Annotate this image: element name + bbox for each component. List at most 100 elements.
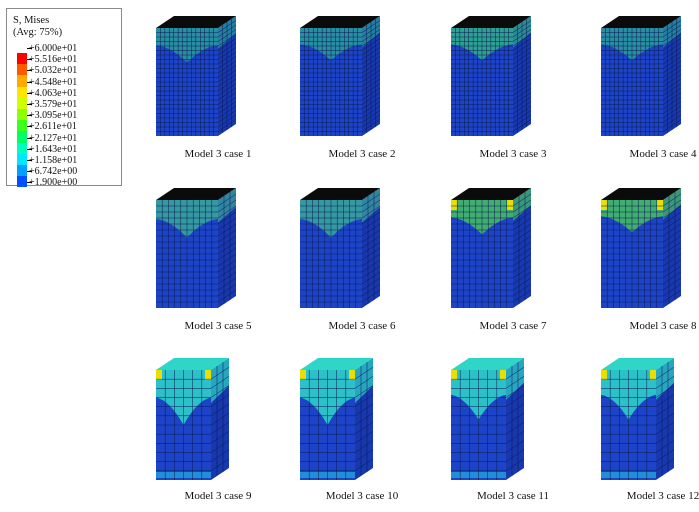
top-face <box>451 188 531 200</box>
legend-swatch <box>17 97 27 109</box>
stress-band-side <box>211 358 229 403</box>
mesh-grid <box>601 362 675 480</box>
mesh-grid <box>601 19 682 136</box>
fe-model-render <box>156 358 230 480</box>
legend-tick <box>27 115 32 117</box>
model-panel: Model 3 case 4 <box>593 8 699 168</box>
hot-corner <box>451 370 457 380</box>
mesh-grid <box>451 192 532 308</box>
legend-title: S, Mises <box>13 15 50 26</box>
stress-band-side <box>656 358 674 400</box>
panel-caption: Model 3 case 8 <box>629 320 697 332</box>
mesh-grid <box>300 19 381 136</box>
legend-level: +4.063e+01 <box>17 88 115 109</box>
legend-value: +1.643e+01 <box>29 143 78 155</box>
legend-swatch <box>17 53 27 65</box>
hot-corner <box>300 370 306 380</box>
stress-band-side <box>362 188 380 223</box>
legend-level: +5.032e+01 <box>17 65 115 87</box>
legend-level: +1.900e+00 <box>17 177 115 193</box>
legend-tick <box>27 48 32 49</box>
legend-swatch <box>17 142 27 154</box>
stress-band-side <box>218 188 236 223</box>
top-face <box>451 358 524 370</box>
legend-value: +3.095e+01 <box>29 110 78 122</box>
legend-value: +2.127e+01 <box>29 132 78 144</box>
legend-value: +6.000e+01 <box>29 43 78 54</box>
legend-swatch <box>17 176 27 188</box>
fe-model-render <box>300 16 381 136</box>
panel-caption: Model 3 case 7 <box>479 320 547 332</box>
legend-level: +2.127e+01 <box>17 133 115 154</box>
hot-corner <box>500 370 506 380</box>
fe-model-render <box>300 358 374 480</box>
mesh-grid <box>156 192 237 308</box>
model-panel: Model 3 case 2 <box>292 8 432 168</box>
panel-caption: Model 3 case 1 <box>184 148 252 160</box>
legend-tick <box>27 126 32 128</box>
legend-tick <box>27 159 32 161</box>
top-face <box>156 16 236 28</box>
panel-caption: Model 3 case 4 <box>629 148 697 160</box>
stress-band-side <box>355 358 373 403</box>
legend-tick <box>27 92 32 94</box>
panel-caption: Model 3 case 9 <box>184 490 252 502</box>
top-face <box>601 358 674 370</box>
model-panel: Model 3 case 6 <box>292 180 432 340</box>
model-panel: Model 3 case 8 <box>593 180 699 340</box>
legend-level: +5.516e+01 <box>17 54 115 76</box>
legend-tick <box>27 103 32 105</box>
legend-level: +4.548e+01 <box>17 77 115 98</box>
top-face <box>601 188 681 200</box>
hot-corner <box>601 370 607 380</box>
hot-corner <box>650 370 656 380</box>
legend-color-scale: +6.000e+01 +5.516e+01 +5.032e+01 +4.548e+01… <box>17 43 115 193</box>
stress-band-side <box>513 188 531 221</box>
legend-level: +3.095e+01 <box>17 110 115 132</box>
legend-value: +5.516e+01 <box>29 54 78 66</box>
legend-tick <box>27 137 32 139</box>
model-panel: Model 3 case 1 <box>148 8 288 168</box>
fe-model-render <box>156 16 237 136</box>
legend-tick <box>27 81 32 83</box>
panel-caption: Model 3 case 3 <box>479 148 547 160</box>
legend-value: +4.063e+01 <box>29 87 78 99</box>
panel-caption: Model 3 case 5 <box>184 320 252 332</box>
legend-tick <box>27 70 32 72</box>
fe-model-render <box>156 188 237 308</box>
fe-model-render <box>451 358 525 480</box>
fe-model-render <box>451 16 532 136</box>
legend-tick <box>27 171 32 173</box>
hot-corner <box>451 200 457 210</box>
hot-corner <box>507 200 513 210</box>
mesh-grid <box>156 362 230 480</box>
legend-value: +1.158e+01 <box>29 154 78 166</box>
legend-subtitle: (Avg: 75%) <box>13 27 63 38</box>
top-face <box>601 16 681 28</box>
top-face <box>156 358 229 370</box>
top-face <box>300 188 380 200</box>
model-panel: Model 3 case 9 <box>148 350 288 510</box>
panel-caption: Model 3 case 2 <box>328 148 396 160</box>
hot-corner <box>156 370 162 380</box>
legend-tick <box>27 148 32 150</box>
mesh-grid <box>601 192 682 308</box>
hot-corner <box>205 370 211 380</box>
panel-caption: Model 3 case 12 <box>626 490 699 502</box>
hot-corner <box>349 370 355 380</box>
legend-tick <box>27 59 32 61</box>
legend-value: +6.742e+00 <box>29 166 78 178</box>
legend-value: +4.548e+01 <box>29 76 78 88</box>
model-panel: Model 3 case 12 <box>593 350 699 510</box>
mesh-grid <box>451 362 525 480</box>
legend-swatch <box>17 120 27 132</box>
stress-legend: S, Mises (Avg: 75%) +6.000e+01 +5.516e+01… <box>6 8 122 188</box>
panel-caption: Model 3 case 10 <box>325 490 399 502</box>
panel-caption: Model 3 case 11 <box>477 490 549 502</box>
model-panel: Model 3 case 7 <box>443 180 583 340</box>
mesh-grid <box>300 362 374 480</box>
top-face <box>451 16 531 28</box>
stress-band-side <box>506 358 524 400</box>
fe-model-render <box>601 188 682 308</box>
panel-caption: Model 3 case 6 <box>328 320 396 332</box>
